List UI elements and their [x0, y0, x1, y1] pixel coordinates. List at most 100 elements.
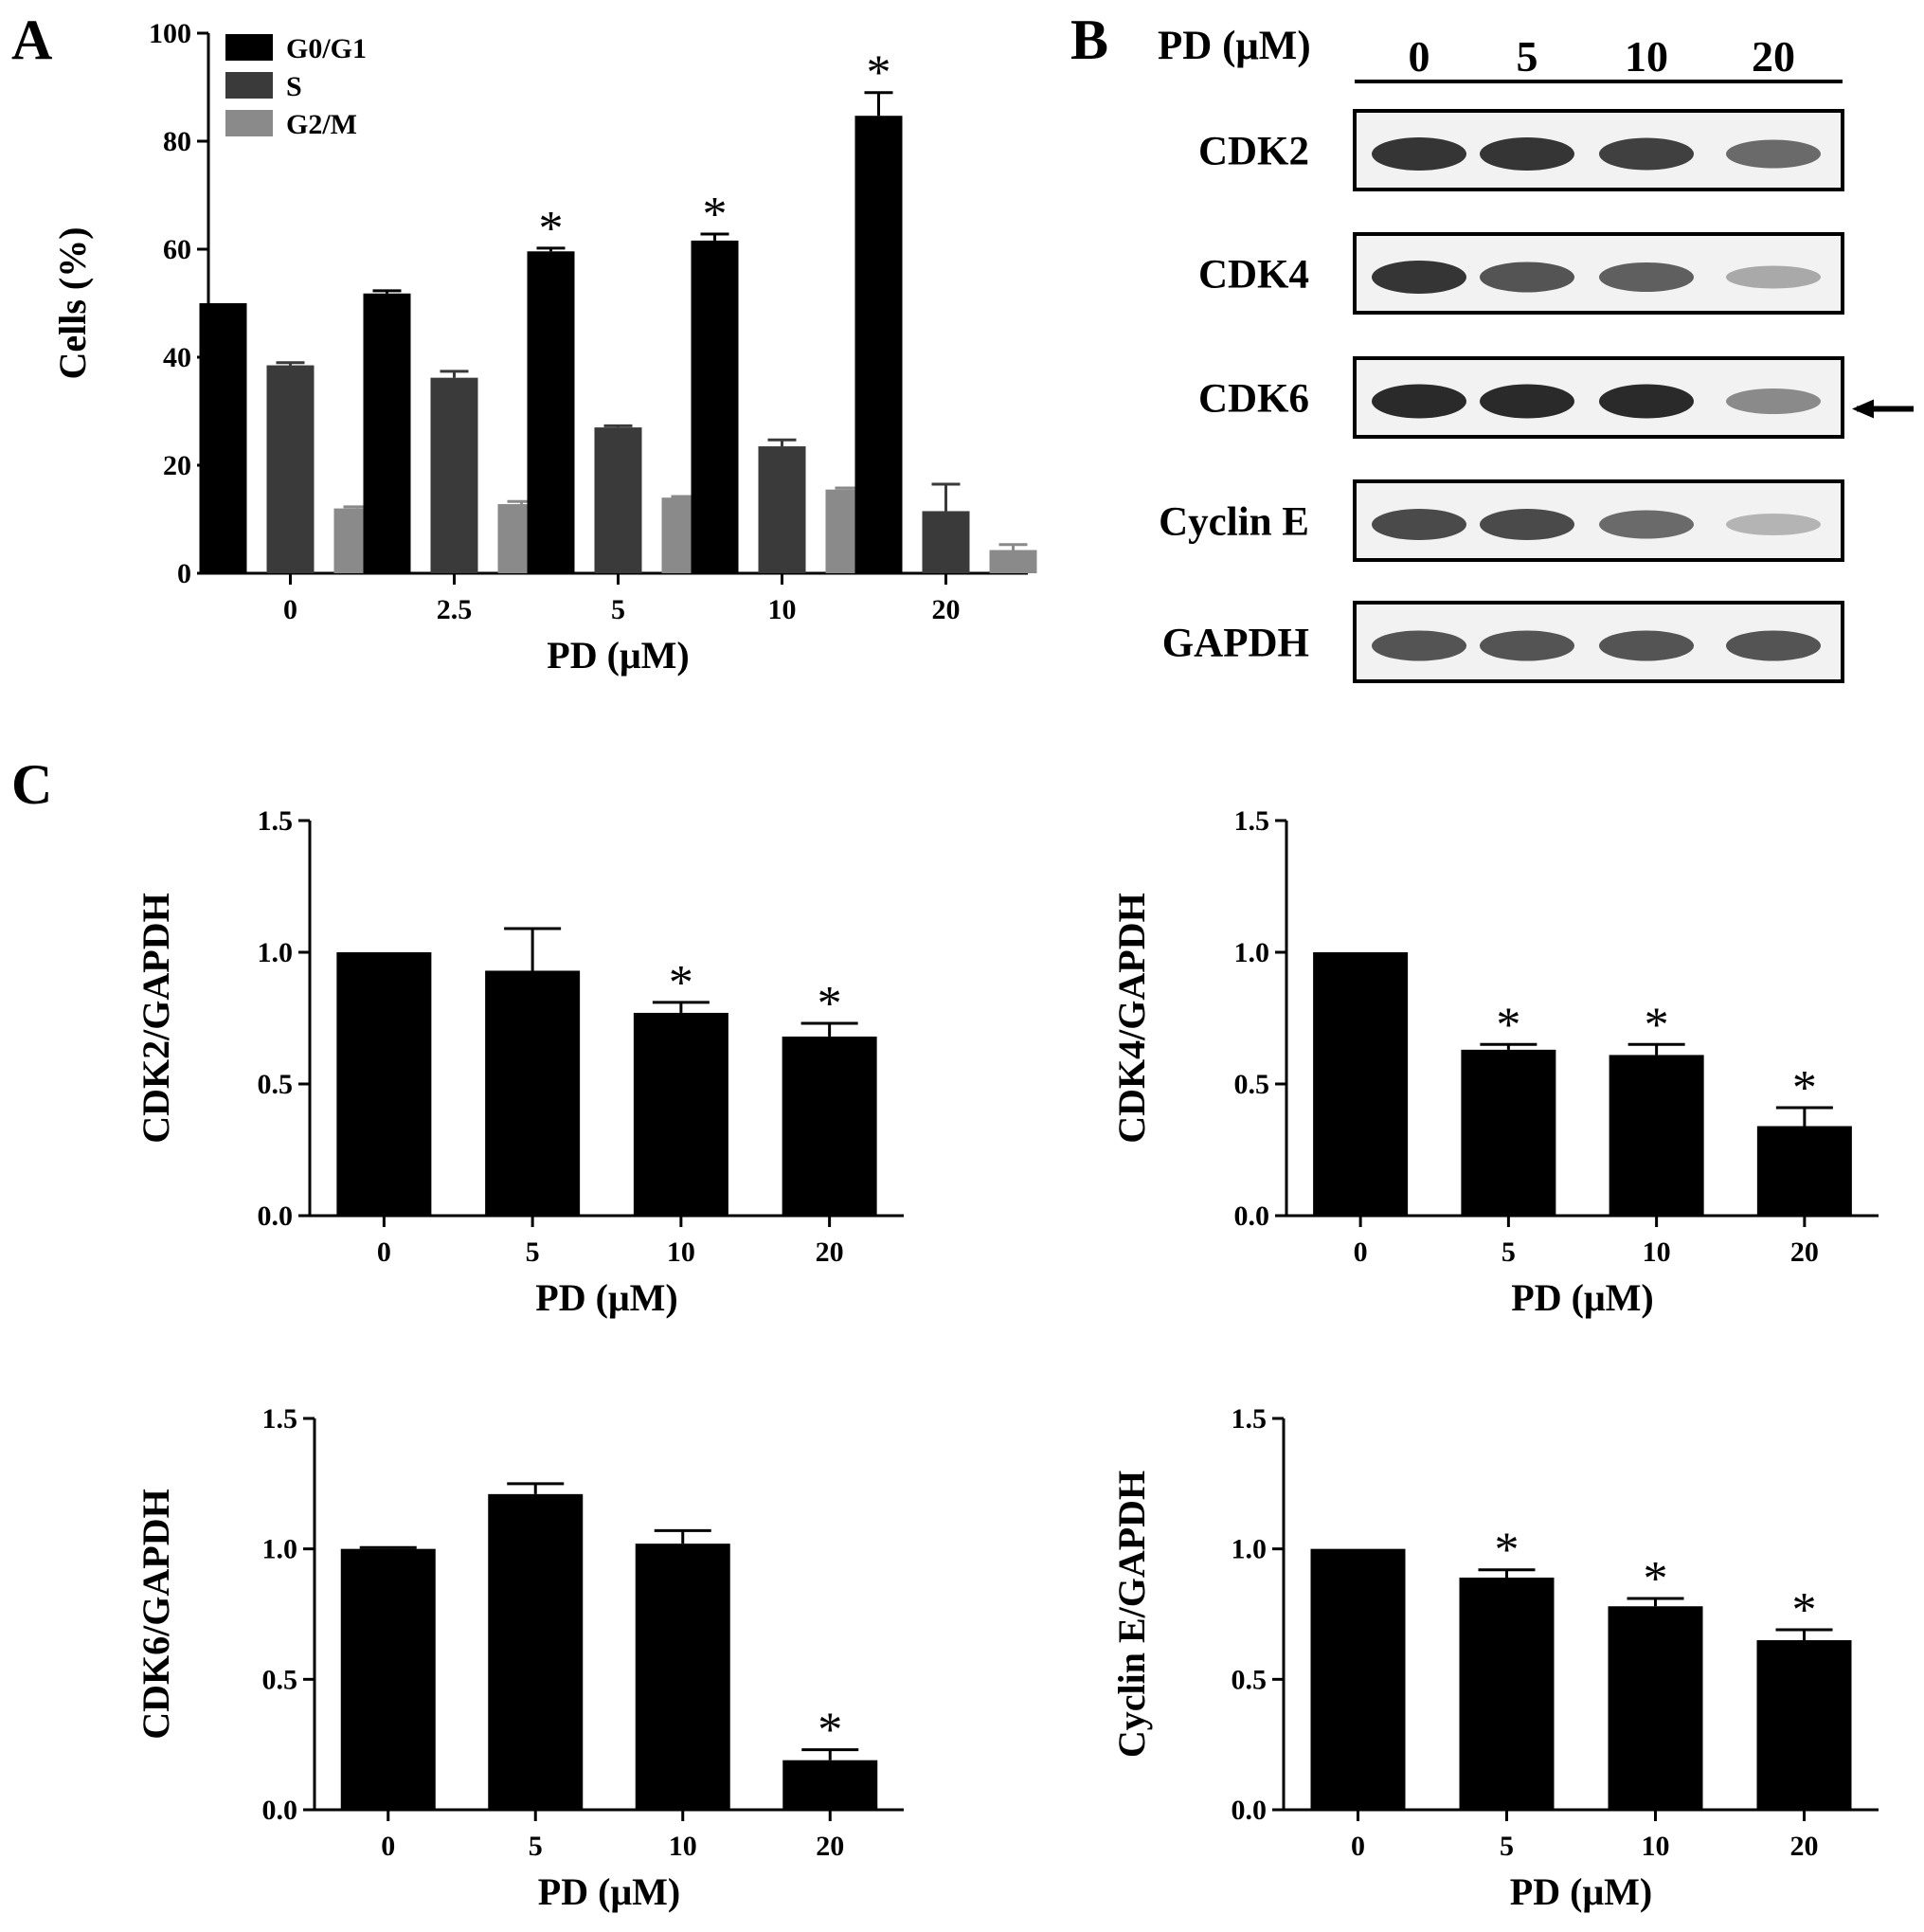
legend-label: G2/M — [286, 109, 357, 140]
y-tick-label: 0.0 — [258, 1201, 294, 1232]
blot-band — [1726, 265, 1821, 289]
x-axis-title: PD (μM) — [1510, 1870, 1652, 1913]
significance-star: * — [1644, 1552, 1668, 1606]
y-tick-label: 0.5 — [262, 1664, 298, 1695]
x-tick-label: 0 — [283, 594, 297, 625]
legend-label: G0/G1 — [286, 33, 367, 64]
x-tick-label: 20 — [816, 1237, 844, 1268]
bar-g2-m-20 — [989, 550, 1037, 573]
arrow-head-icon — [1852, 399, 1874, 419]
bar-10 — [633, 1012, 728, 1216]
bar-0 — [1313, 952, 1409, 1216]
chart-cdk6-gapdh: 0.0 0.5 1.0 1.5 0 5 10 20 * PD (μM) CDK6/GAPDH — [135, 1403, 904, 1913]
y-tick-label: 1.0 — [258, 937, 294, 968]
blot-row-label: Cyclin E — [1159, 500, 1309, 545]
bar-5 — [1459, 1577, 1555, 1810]
panel-letter-c: C — [11, 753, 52, 816]
x-tick-label: 2.5 — [437, 594, 473, 625]
blot-band — [1480, 137, 1574, 171]
blot-row-label: CDK2 — [1198, 130, 1309, 174]
bar-s-10 — [758, 446, 806, 573]
blot-band — [1599, 384, 1694, 419]
bar-10 — [635, 1544, 730, 1810]
blot-band — [1372, 509, 1466, 540]
blot-band — [1372, 630, 1466, 661]
bar-s-5 — [594, 427, 642, 573]
x-tick-label: 10 — [768, 594, 797, 625]
bar-10 — [1608, 1606, 1703, 1810]
blot-band — [1599, 262, 1694, 292]
x-tick-label: 5 — [529, 1831, 543, 1862]
x-axis-title: PD (μM) — [547, 634, 689, 677]
bar-20 — [782, 1036, 877, 1216]
blot-band — [1480, 509, 1574, 540]
bar-20 — [1756, 1126, 1852, 1216]
x-tick-label: 0 — [1354, 1237, 1368, 1268]
western-blot-lane-label: 0 — [1409, 32, 1430, 81]
blot-band — [1726, 630, 1821, 661]
bar-0 — [336, 952, 432, 1216]
bar-g0-g1-0 — [199, 303, 247, 573]
x-axis-title: PD (μM) — [535, 1276, 677, 1319]
western-blot-lane-label: 20 — [1752, 32, 1795, 81]
blot-band — [1726, 514, 1821, 535]
x-tick-label: 10 — [1643, 1237, 1671, 1268]
significance-star: * — [867, 46, 891, 100]
bar-g0-g1-20 — [854, 116, 903, 574]
y-axis-title: CDK4/GAPDH — [1110, 893, 1153, 1143]
x-axis-title: PD (μM) — [538, 1870, 680, 1913]
legend-swatch-g0-g1 — [225, 34, 273, 61]
bar-g0-g1-5 — [527, 251, 575, 573]
y-tick-label: 1.0 — [1234, 937, 1270, 968]
y-axis-title: Cells (%) — [51, 226, 94, 379]
bar-s-2-5 — [430, 377, 478, 573]
bar-5 — [1461, 1049, 1556, 1216]
y-tick-label: 0.0 — [1234, 1201, 1270, 1232]
y-tick-label: 100 — [149, 18, 191, 49]
blot-row-label: GAPDH — [1162, 622, 1309, 666]
bar-20 — [782, 1760, 878, 1810]
significance-star: * — [1495, 1524, 1519, 1578]
western-blot-header-label: PD (μM) — [1158, 24, 1311, 68]
significance-star: * — [539, 202, 564, 256]
y-tick-label: 0.0 — [1232, 1795, 1268, 1826]
significance-star: * — [1496, 998, 1520, 1052]
y-axis-title: CDK2/GAPDH — [135, 893, 177, 1143]
blot-band — [1480, 384, 1574, 419]
panel-letter-a: A — [11, 9, 52, 71]
blot-band — [1599, 630, 1694, 661]
y-tick-label: 0 — [177, 558, 191, 589]
x-tick-label: 0 — [381, 1831, 395, 1862]
significance-star: * — [1792, 1583, 1817, 1637]
y-tick-label: 40 — [163, 342, 191, 373]
chart-cdk4-gapdh: 0.0 0.5 1.0 1.5 0 5 * 10 * 20 * PD (μM) CDK4/GAPDH — [1110, 805, 1879, 1319]
y-tick-label: 0.5 — [258, 1069, 294, 1100]
significance-star: * — [669, 956, 693, 1010]
blot-row-label: CDK6 — [1198, 377, 1309, 422]
y-tick-label: 1.5 — [1234, 805, 1270, 837]
x-tick-label: 0 — [377, 1237, 391, 1268]
bar-s-0 — [266, 365, 315, 573]
y-tick-label: 1.0 — [1232, 1534, 1268, 1565]
blot-band — [1599, 137, 1694, 171]
significance-star: * — [1645, 998, 1669, 1052]
bar-0 — [1310, 1548, 1406, 1810]
bar-s-20 — [922, 511, 970, 573]
y-tick-label: 1.5 — [258, 805, 294, 837]
x-tick-label: 20 — [816, 1831, 844, 1862]
bar-0 — [340, 1548, 436, 1810]
x-axis-title: PD (μM) — [1511, 1276, 1653, 1319]
blot-band — [1480, 630, 1574, 661]
y-tick-label: 0.5 — [1234, 1069, 1270, 1100]
chart-cell-cycle: 0 20 40 60 80 100 0 2.5 5 * 10 * 20 * PD (μM) Cells (%)… — [51, 18, 1037, 677]
panel-letter-b: B — [1070, 9, 1108, 71]
significance-star: * — [703, 188, 728, 242]
y-tick-label: 0.0 — [262, 1795, 298, 1826]
blot-band — [1372, 261, 1466, 294]
x-tick-label: 20 — [1790, 1237, 1819, 1268]
chart-cyclin-e-gapdh: 0.0 0.5 1.0 1.5 0 5 * 10 * 20 * PD (μM) Cyclin E/GAP… — [1110, 1403, 1879, 1913]
bar-g0-g1-10 — [691, 240, 739, 573]
x-tick-label: 0 — [1351, 1831, 1365, 1862]
significance-star: * — [818, 977, 842, 1031]
